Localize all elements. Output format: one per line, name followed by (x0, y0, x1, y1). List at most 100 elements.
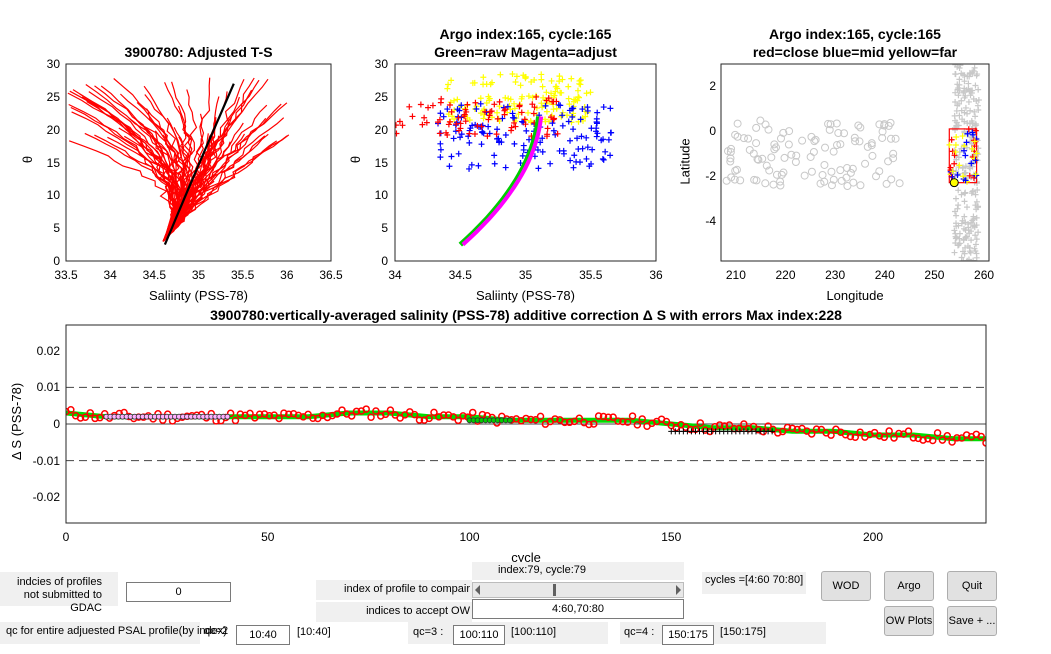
historical-point (971, 64, 978, 71)
historical-point (973, 214, 980, 221)
compair-label-panel (316, 580, 472, 600)
mid-marker (607, 152, 614, 159)
far-marker (502, 94, 509, 101)
historical-point (952, 235, 959, 242)
map-ytick: 2 (709, 79, 716, 94)
historical-point (752, 139, 761, 148)
correction-point (280, 409, 288, 417)
close-marker (455, 114, 462, 121)
correction-point (933, 429, 942, 437)
far-marker (539, 83, 546, 90)
close-marker (544, 125, 551, 132)
qc3-input[interactable]: 100:110 (453, 625, 505, 645)
wod-button[interactable]: WOD (821, 571, 871, 601)
selected-point (946, 141, 953, 148)
ts-adjusted-xtick: 35.5 (230, 268, 255, 282)
close-marker (508, 124, 515, 131)
mid-marker (485, 123, 492, 130)
mid-marker (479, 129, 486, 136)
selected-point (969, 129, 976, 136)
far-marker (553, 83, 560, 90)
correction-xtick: 0 (62, 530, 70, 544)
far-marker (565, 95, 572, 102)
ts-raw-xtick: 36 (649, 268, 663, 282)
correction-point (415, 416, 424, 424)
ts-adjusted-plot (65, 63, 990, 262)
correction-point (885, 427, 893, 435)
historical-point (961, 198, 968, 205)
correction-point (938, 436, 947, 444)
historical-point (767, 153, 776, 162)
mid-marker (458, 131, 465, 138)
historical-point (973, 198, 980, 205)
historical-point (850, 133, 859, 142)
historical-point (958, 97, 965, 104)
historical-point (855, 137, 864, 146)
historical-point (951, 124, 958, 131)
mid-marker (473, 106, 480, 113)
selected-point (960, 173, 967, 180)
mid-marker (559, 122, 566, 129)
historical-point (722, 176, 731, 185)
correction-xtick: 150 (661, 530, 682, 544)
correction-point (381, 410, 390, 419)
historical-point (958, 191, 965, 198)
historical-point (971, 222, 978, 229)
mid-marker (542, 102, 549, 109)
close-marker (501, 107, 508, 114)
historical-point (880, 121, 889, 130)
mid-marker (537, 139, 544, 146)
historical-point (953, 107, 960, 114)
ts-raw-profiles (395, 70, 615, 247)
historical-point (730, 175, 739, 184)
mid-marker (569, 113, 576, 120)
accept-input[interactable]: 4:60,70:80 (472, 599, 684, 619)
ts-adjusted-ytick: 10 (46, 188, 60, 203)
mid-marker (437, 146, 444, 153)
historical-point (961, 170, 968, 177)
profile-slider[interactable] (472, 582, 684, 598)
qc2-input[interactable]: 10:40 (236, 625, 290, 645)
not-submitted-input[interactable]: 0 (126, 582, 231, 602)
historical-point (969, 217, 976, 224)
correction-point (827, 431, 835, 439)
correction-point (856, 428, 864, 436)
historical-point (953, 212, 960, 219)
far-marker (568, 75, 575, 82)
close-marker (550, 98, 557, 105)
far-marker (574, 97, 581, 104)
close-marker (491, 101, 498, 108)
historical-point (807, 132, 816, 141)
quit-button[interactable]: Quit (947, 571, 997, 601)
qc4-input[interactable]: 150:175 (662, 625, 714, 645)
accept-label-panel (316, 602, 472, 622)
historical-point (952, 195, 959, 202)
close-marker (406, 103, 413, 110)
correction-point (725, 421, 734, 429)
historical-point (972, 232, 979, 239)
historical-point (955, 187, 962, 194)
close-marker (478, 123, 485, 130)
ts-adjusted-xtick: 35 (191, 268, 206, 282)
historical-point (779, 128, 788, 137)
ts-raw-ytick: 20 (374, 122, 388, 137)
slider-right-arrow[interactable] (676, 585, 681, 595)
historical-point (816, 179, 825, 188)
historical-point (772, 170, 781, 179)
save-button[interactable]: Save + ... (947, 606, 997, 636)
historical-point (752, 123, 761, 132)
map-title-1: Argo index:165, cycle:165 (769, 26, 941, 42)
argo-button[interactable]: Argo (884, 571, 934, 601)
mid-marker (567, 157, 574, 164)
historical-point (961, 94, 968, 101)
slider-thumb[interactable] (553, 584, 556, 596)
far-marker (512, 78, 519, 85)
historical-point (955, 241, 962, 248)
correction-point (749, 422, 758, 431)
ow-plots-button[interactable]: OW Plots (884, 606, 934, 636)
slider-left-arrow[interactable] (475, 585, 480, 595)
ts-adjusted-xtick: 36.5 (319, 268, 343, 282)
historical-point (889, 154, 898, 163)
far-marker (451, 116, 458, 123)
close-marker (482, 108, 489, 115)
